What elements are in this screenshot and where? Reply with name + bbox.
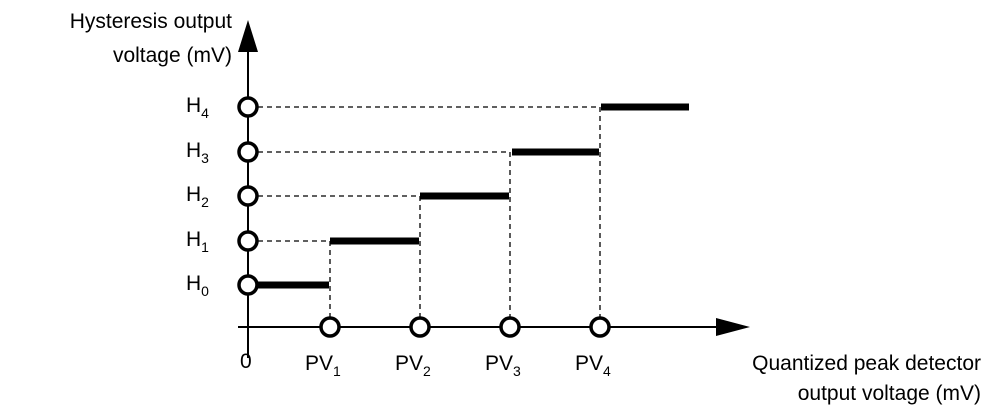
y-axis-title-line2: voltage (mV) <box>112 44 232 67</box>
x-threshold-label-pv2: PV2 <box>395 352 431 379</box>
y-axis-arrow <box>238 20 258 52</box>
threshold-marker-pv1 <box>319 316 341 338</box>
y-level-label-h2: H2 <box>186 183 209 210</box>
x-threshold-label-pv3: PV3 <box>485 352 521 379</box>
threshold-marker-pv4 <box>589 316 611 338</box>
level-marker-h2 <box>237 185 259 207</box>
x-axis-title-line1: Quantized peak detector <box>752 352 981 375</box>
y-axis-title: Hysteresis output voltage (mV) <box>0 10 232 68</box>
level-marker-h3 <box>237 141 259 163</box>
origin-label: 0 <box>240 350 252 373</box>
level-marker-h1 <box>237 230 259 252</box>
y-level-label-h0: H0 <box>186 272 209 299</box>
level-marker-h4 <box>237 96 259 118</box>
threshold-marker-pv2 <box>409 316 431 338</box>
y-axis-title-line1: Hysteresis output <box>69 10 232 33</box>
x-axis-title: Quantized peak detector output voltage (… <box>752 352 981 406</box>
y-level-label-h3: H3 <box>186 139 209 166</box>
y-level-label-h4: H4 <box>186 94 209 121</box>
x-axis-arrow <box>716 318 750 336</box>
x-axis-title-line2: output voltage (mV) <box>797 382 981 405</box>
x-threshold-label-pv4: PV4 <box>575 352 611 379</box>
x-threshold-label-pv1: PV1 <box>305 352 341 379</box>
y-level-label-h1: H1 <box>186 228 209 255</box>
level-marker-h0 <box>237 274 259 296</box>
threshold-marker-pv3 <box>499 316 521 338</box>
